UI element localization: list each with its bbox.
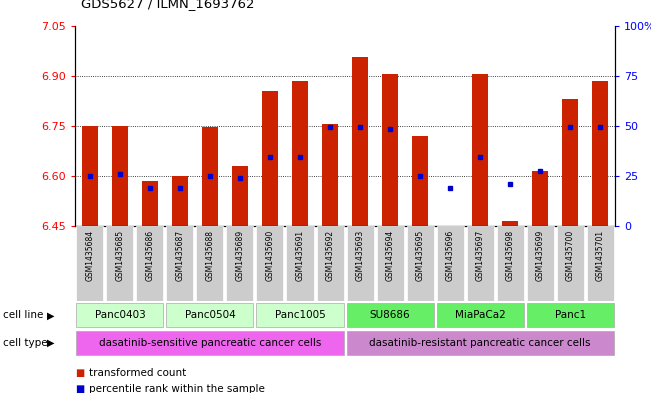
FancyBboxPatch shape xyxy=(376,226,404,301)
Bar xyxy=(142,181,158,226)
FancyBboxPatch shape xyxy=(167,226,193,301)
Text: ▶: ▶ xyxy=(47,338,55,348)
Bar xyxy=(292,81,309,226)
Bar xyxy=(412,136,428,226)
FancyBboxPatch shape xyxy=(527,226,553,301)
Text: GSM1435689: GSM1435689 xyxy=(236,230,245,281)
Bar xyxy=(111,126,128,226)
Bar xyxy=(472,74,488,226)
Text: dasatinib-resistant pancreatic cancer cells: dasatinib-resistant pancreatic cancer ce… xyxy=(369,338,591,348)
Bar xyxy=(172,176,188,226)
Bar xyxy=(262,91,278,226)
Bar xyxy=(532,171,548,226)
FancyBboxPatch shape xyxy=(137,226,163,301)
FancyBboxPatch shape xyxy=(106,226,133,301)
FancyBboxPatch shape xyxy=(76,331,344,355)
Text: GSM1435700: GSM1435700 xyxy=(566,230,575,281)
Text: percentile rank within the sample: percentile rank within the sample xyxy=(89,384,265,393)
Bar xyxy=(562,99,579,226)
Text: GSM1435686: GSM1435686 xyxy=(145,230,154,281)
FancyBboxPatch shape xyxy=(227,226,253,301)
Text: GSM1435691: GSM1435691 xyxy=(296,230,305,281)
FancyBboxPatch shape xyxy=(346,303,434,327)
FancyBboxPatch shape xyxy=(316,226,344,301)
Text: Panc0504: Panc0504 xyxy=(185,310,235,320)
Bar xyxy=(381,74,398,226)
FancyBboxPatch shape xyxy=(197,226,223,301)
Text: GSM1435687: GSM1435687 xyxy=(175,230,184,281)
FancyBboxPatch shape xyxy=(346,226,374,301)
FancyBboxPatch shape xyxy=(256,303,344,327)
FancyBboxPatch shape xyxy=(286,226,314,301)
FancyBboxPatch shape xyxy=(407,226,434,301)
Bar xyxy=(352,57,368,226)
Text: Panc0403: Panc0403 xyxy=(94,310,145,320)
Text: GSM1435690: GSM1435690 xyxy=(266,230,275,281)
FancyBboxPatch shape xyxy=(467,226,493,301)
Text: GSM1435693: GSM1435693 xyxy=(355,230,365,281)
Bar xyxy=(202,127,218,226)
Text: cell line: cell line xyxy=(3,310,44,320)
Text: GSM1435684: GSM1435684 xyxy=(85,230,94,281)
FancyBboxPatch shape xyxy=(437,303,523,327)
Text: GSM1435698: GSM1435698 xyxy=(506,230,515,281)
Text: GSM1435696: GSM1435696 xyxy=(445,230,454,281)
Text: ■: ■ xyxy=(75,384,84,393)
Text: GSM1435701: GSM1435701 xyxy=(596,230,605,281)
FancyBboxPatch shape xyxy=(167,303,253,327)
Text: GDS5627 / ILMN_1693762: GDS5627 / ILMN_1693762 xyxy=(81,0,255,10)
Text: MiaPaCa2: MiaPaCa2 xyxy=(455,310,505,320)
Text: GSM1435692: GSM1435692 xyxy=(326,230,335,281)
Bar xyxy=(322,124,339,226)
Text: GSM1435697: GSM1435697 xyxy=(476,230,484,281)
FancyBboxPatch shape xyxy=(76,226,104,301)
Text: transformed count: transformed count xyxy=(89,368,186,378)
FancyBboxPatch shape xyxy=(437,226,464,301)
Text: Panc1005: Panc1005 xyxy=(275,310,326,320)
FancyBboxPatch shape xyxy=(346,331,614,355)
FancyBboxPatch shape xyxy=(497,226,523,301)
Bar xyxy=(81,126,98,226)
Text: GSM1435699: GSM1435699 xyxy=(536,230,545,281)
Text: Panc1: Panc1 xyxy=(555,310,586,320)
Bar xyxy=(232,166,248,226)
FancyBboxPatch shape xyxy=(256,226,283,301)
Bar xyxy=(592,81,609,226)
Text: GSM1435694: GSM1435694 xyxy=(385,230,395,281)
FancyBboxPatch shape xyxy=(557,226,584,301)
Text: GSM1435695: GSM1435695 xyxy=(415,230,424,281)
Text: cell type: cell type xyxy=(3,338,48,348)
FancyBboxPatch shape xyxy=(527,303,614,327)
Text: GSM1435685: GSM1435685 xyxy=(115,230,124,281)
Text: SU8686: SU8686 xyxy=(370,310,410,320)
Bar xyxy=(502,221,518,226)
Text: ■: ■ xyxy=(75,368,84,378)
Text: ▶: ▶ xyxy=(47,310,55,320)
Text: GSM1435688: GSM1435688 xyxy=(206,230,214,281)
FancyBboxPatch shape xyxy=(76,303,163,327)
Text: dasatinib-sensitive pancreatic cancer cells: dasatinib-sensitive pancreatic cancer ce… xyxy=(99,338,321,348)
FancyBboxPatch shape xyxy=(587,226,614,301)
